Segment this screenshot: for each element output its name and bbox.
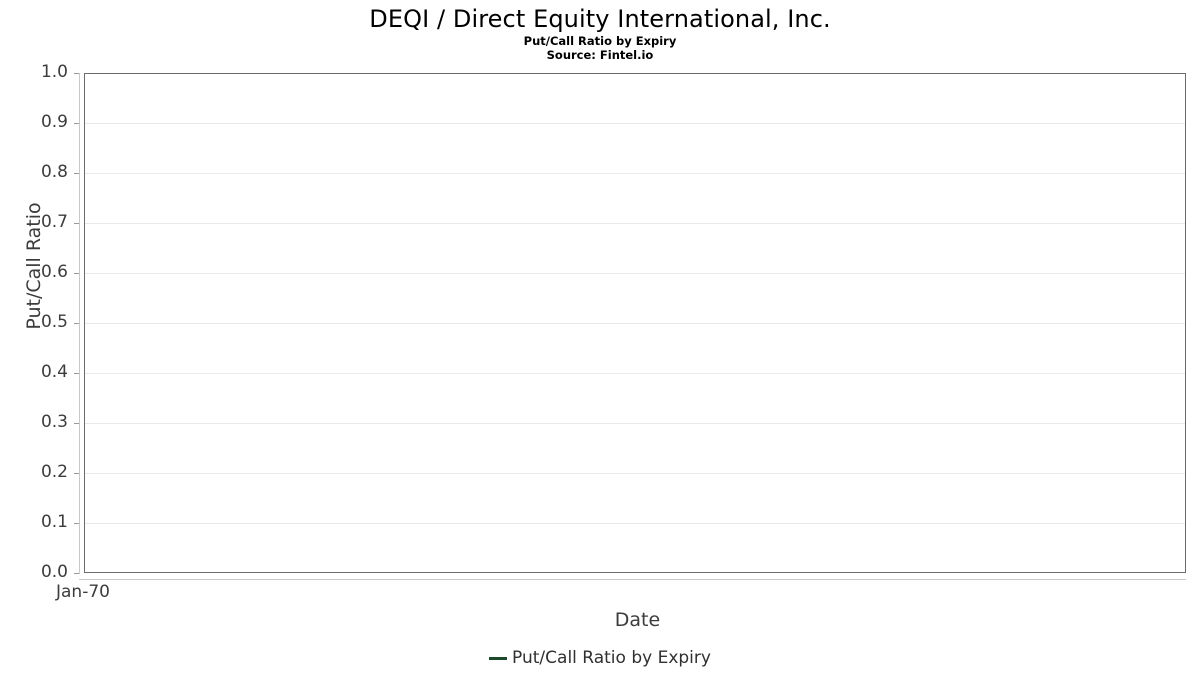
x-axis-title: Date xyxy=(614,609,661,631)
y-tick-label: 0.3 xyxy=(40,412,68,432)
y-tick-label: 0.6 xyxy=(40,262,68,282)
chart-source-label: Source: Fintel.io xyxy=(546,48,654,62)
y-tick-mark xyxy=(74,273,79,274)
y-tick-mark xyxy=(74,173,79,174)
y-tick-label: 0.5 xyxy=(40,312,68,332)
y-tick-label: 1.0 xyxy=(40,62,68,82)
chart-subtitle: Put/Call Ratio by Expiry xyxy=(523,34,677,48)
chart-legend: Put/Call Ratio by Expiry xyxy=(0,648,1200,668)
y-tick-label: 0.4 xyxy=(40,362,68,382)
gridline xyxy=(85,523,1185,524)
series-layer xyxy=(85,74,1185,572)
gridline xyxy=(85,323,1185,324)
y-tick-mark xyxy=(74,373,79,374)
y-axis-title: Put/Call Ratio xyxy=(23,202,45,330)
y-tick-mark xyxy=(74,73,79,74)
y-axis-spine xyxy=(79,73,80,574)
y-tick-mark xyxy=(74,423,79,424)
legend-item[interactable]: Put/Call Ratio by Expiry xyxy=(489,648,711,668)
y-axis-tick-labels: 0.0 0.1 0.2 0.3 0.4 0.5 0.6 0.7 0.8 0.9 1.0 xyxy=(0,0,68,675)
y-tick-label: 0.1 xyxy=(40,512,68,532)
gridline xyxy=(85,273,1185,274)
y-tick-mark xyxy=(74,573,79,574)
gridline xyxy=(85,473,1185,474)
x-axis-spine xyxy=(79,579,1186,580)
y-tick-mark xyxy=(74,123,79,124)
legend-label: Put/Call Ratio by Expiry xyxy=(512,648,711,668)
y-tick-label: 0.0 xyxy=(40,562,68,582)
x-tick-label: Jan-70 xyxy=(56,582,110,602)
gridline xyxy=(85,423,1185,424)
y-tick-label: 0.8 xyxy=(40,162,68,182)
gridline xyxy=(85,123,1185,124)
plot-area xyxy=(84,73,1186,573)
y-tick-label: 0.2 xyxy=(40,462,68,482)
gridline xyxy=(85,223,1185,224)
gridline xyxy=(85,373,1185,374)
page-title: DEQI / Direct Equity International, Inc. xyxy=(369,5,831,33)
y-tick-mark xyxy=(74,323,79,324)
legend-line-icon xyxy=(489,656,508,660)
gridline xyxy=(85,173,1185,174)
y-tick-mark xyxy=(74,523,79,524)
y-tick-label: 0.9 xyxy=(40,112,68,132)
y-tick-mark xyxy=(74,473,79,474)
chart-title-block: DEQI / Direct Equity International, Inc.… xyxy=(0,0,1200,62)
y-tick-mark xyxy=(74,223,79,224)
y-tick-label: 0.7 xyxy=(40,212,68,232)
